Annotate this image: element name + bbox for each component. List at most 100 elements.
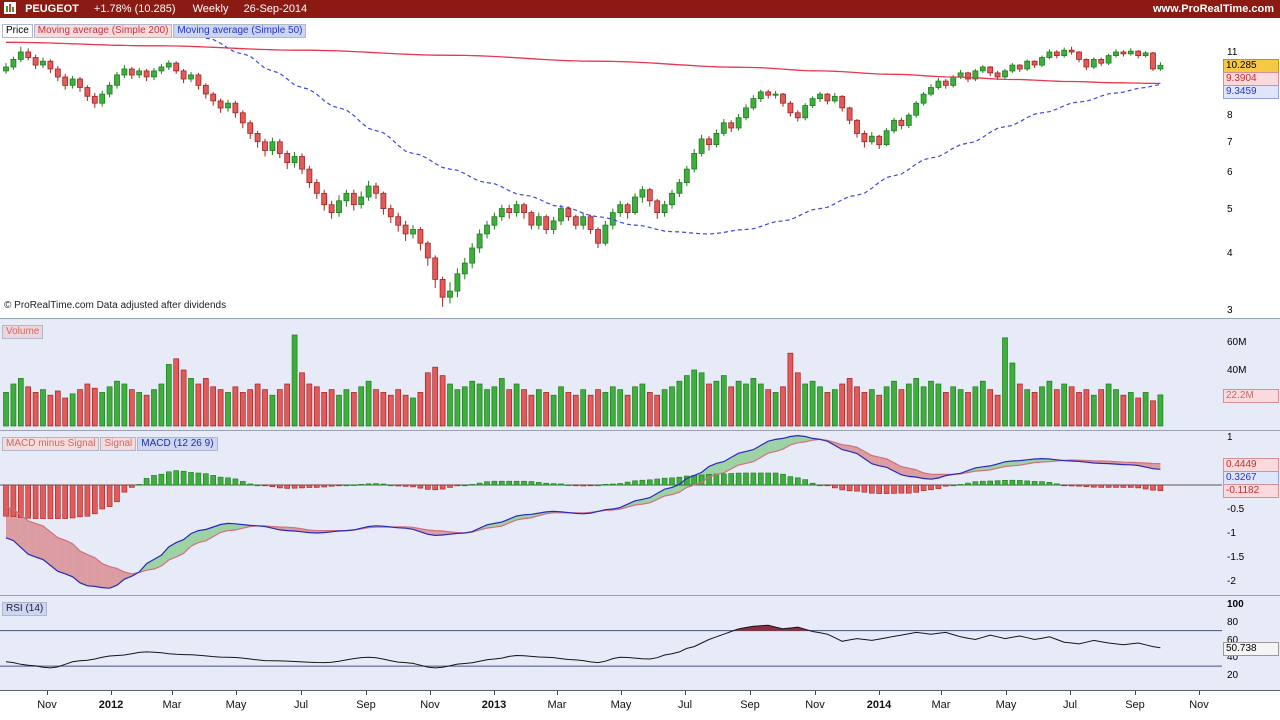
prorealtime-link[interactable]: www.ProRealTime.com: [1152, 3, 1274, 15]
timeframe-label: Weekly: [192, 3, 229, 15]
volume-badge: 22.2M: [1223, 388, 1279, 403]
x-axis-label: Jul: [677, 699, 693, 711]
x-axis-tick: [301, 691, 302, 695]
legend-rsi[interactable]: RSI (14): [2, 602, 48, 616]
price-axis-tick: 11: [1227, 47, 1238, 58]
x-axis-tick: [750, 691, 751, 695]
macd-badge-macd: 0.3267: [1223, 471, 1279, 485]
macd-axis-tick: -1: [1227, 528, 1236, 539]
macd-badge-hist: -0.1182: [1223, 484, 1279, 498]
macd-axis-tick: 1: [1227, 432, 1233, 443]
macd-panel: MACD minus Signal Signal MACD (12 26 9) 1 -…: [0, 430, 1280, 595]
macd-axis-tick: -0.5: [1227, 504, 1245, 515]
x-axis-label: Jul: [1062, 699, 1078, 711]
session-date: 26-Sep-2014: [243, 3, 308, 15]
x-axis-label: Sep: [1125, 699, 1145, 711]
x-axis-tick: [685, 691, 686, 695]
x-axis-label: Nov: [37, 699, 57, 711]
price-axis-tick: 7: [1227, 136, 1233, 148]
x-axis-tick: [1199, 691, 1200, 695]
macd-chart-canvas[interactable]: [0, 431, 1222, 595]
macd-axis-tick: -2: [1227, 576, 1236, 587]
macd-panel-legend: MACD minus Signal Signal MACD (12 26 9): [2, 433, 219, 451]
x-axis-tick: [494, 691, 495, 695]
change-and-last: +1.78% (10.285): [93, 3, 176, 15]
x-axis-label: Sep: [356, 699, 376, 711]
x-axis-tick: [366, 691, 367, 695]
legend-signal[interactable]: Signal: [100, 437, 137, 451]
x-axis-label: 2013: [481, 699, 507, 711]
x-axis-tick: [557, 691, 558, 695]
x-axis-label: Nov: [1189, 699, 1209, 711]
symbol-name: PEUGEOT: [25, 3, 79, 15]
x-axis-tick: [815, 691, 816, 695]
macd-lines-layer: [5, 434, 1161, 589]
price-axis-tick: 6: [1227, 167, 1233, 179]
macd-badge-signal: 0.4449: [1223, 458, 1279, 472]
rsi-zone-lines: [0, 630, 1222, 667]
x-axis-label: Mar: [547, 699, 567, 711]
moving-averages-layer: [6, 37, 1161, 235]
x-axis-tick: [172, 691, 173, 695]
x-axis-tick: [47, 691, 48, 695]
x-axis-label: Mar: [931, 699, 951, 711]
x-axis-label: 2014: [866, 699, 892, 711]
x-axis-label: Nov: [420, 699, 440, 711]
x-axis-tick: [1006, 691, 1007, 695]
x-axis-tick: [879, 691, 880, 695]
x-axis-label: May: [225, 699, 247, 711]
x-axis-tick: [1070, 691, 1071, 695]
volume-chart-canvas[interactable]: [0, 319, 1222, 430]
legend-ma50[interactable]: Moving average (Simple 50): [173, 24, 307, 38]
volume-axis-tick: 60M: [1227, 337, 1247, 348]
macd-axis-tick: -1.5: [1227, 552, 1245, 563]
rsi-panel: RSI (14) 100 80 60 40 20 50.738: [0, 595, 1280, 690]
ma200-badge: 9.3904: [1223, 72, 1279, 87]
app-icon: [4, 2, 16, 14]
x-axis-tick: [621, 691, 622, 695]
x-axis-tick: [236, 691, 237, 695]
x-axis-label: Nov: [805, 699, 825, 711]
time-axis[interactable]: Nov 2012 Mar May Jul Sep Nov 2013 Mar May Jul Sep No…: [0, 690, 1280, 720]
copyright-note: © ProRealTime.com Data adjusted after di…: [4, 300, 227, 311]
price-badge-last: 10.285: [1223, 59, 1279, 74]
x-axis-label: May: [995, 699, 1017, 711]
price-axis-tick: 3: [1227, 305, 1233, 317]
rsi-panel-legend: RSI (14): [2, 598, 48, 616]
rsi-axis-tick: 60: [1227, 634, 1239, 646]
x-axis-label: Jul: [293, 699, 309, 711]
volume-panel: Volume 60M 40M 22.2M: [0, 318, 1280, 430]
x-axis-label: Mar: [162, 699, 182, 711]
price-panel-legend: Price Moving average (Simple 200) Moving a…: [2, 20, 307, 38]
x-axis-label: 2012: [98, 699, 124, 711]
rsi-line-layer: [5, 624, 1161, 669]
x-axis-label: May: [610, 699, 632, 711]
price-axis-tick: 4: [1227, 247, 1233, 259]
volume-panel-legend: Volume: [2, 321, 44, 339]
x-axis-tick: [941, 691, 942, 695]
price-axis-tick: 8: [1227, 110, 1233, 122]
volume-axis-tick: 40M: [1227, 365, 1247, 376]
legend-volume[interactable]: Volume: [2, 325, 44, 339]
ma50-badge: 9.3459: [1223, 85, 1279, 100]
legend-macd[interactable]: MACD (12 26 9): [137, 437, 218, 451]
x-axis-label: Sep: [740, 699, 760, 711]
legend-ma200[interactable]: Moving average (Simple 200): [33, 24, 173, 38]
price-chart-canvas[interactable]: [0, 18, 1222, 318]
rsi-axis-tick: 80: [1227, 616, 1239, 628]
rsi-badge: 50.738: [1223, 641, 1279, 656]
legend-price[interactable]: Price: [2, 24, 33, 38]
rsi-overbought-fill: [6, 625, 1161, 631]
rsi-axis-tick: 20: [1227, 670, 1239, 681]
x-axis-tick: [1135, 691, 1136, 695]
rsi-axis-tick: 100: [1227, 599, 1244, 610]
price-panel: Price Moving average (Simple 200) Moving a…: [0, 18, 1280, 318]
price-axis-tick: 5: [1227, 203, 1233, 215]
rsi-chart-canvas[interactable]: [0, 596, 1222, 690]
title-bar: PEUGEOT +1.78% (10.285) Weekly 26-Sep-20…: [0, 0, 1280, 18]
x-axis-tick: [430, 691, 431, 695]
macd-histogram-layer: [3, 470, 1164, 519]
legend-macd-minus-signal[interactable]: MACD minus Signal: [2, 437, 100, 451]
macd-fill-layer: [6, 435, 1161, 589]
